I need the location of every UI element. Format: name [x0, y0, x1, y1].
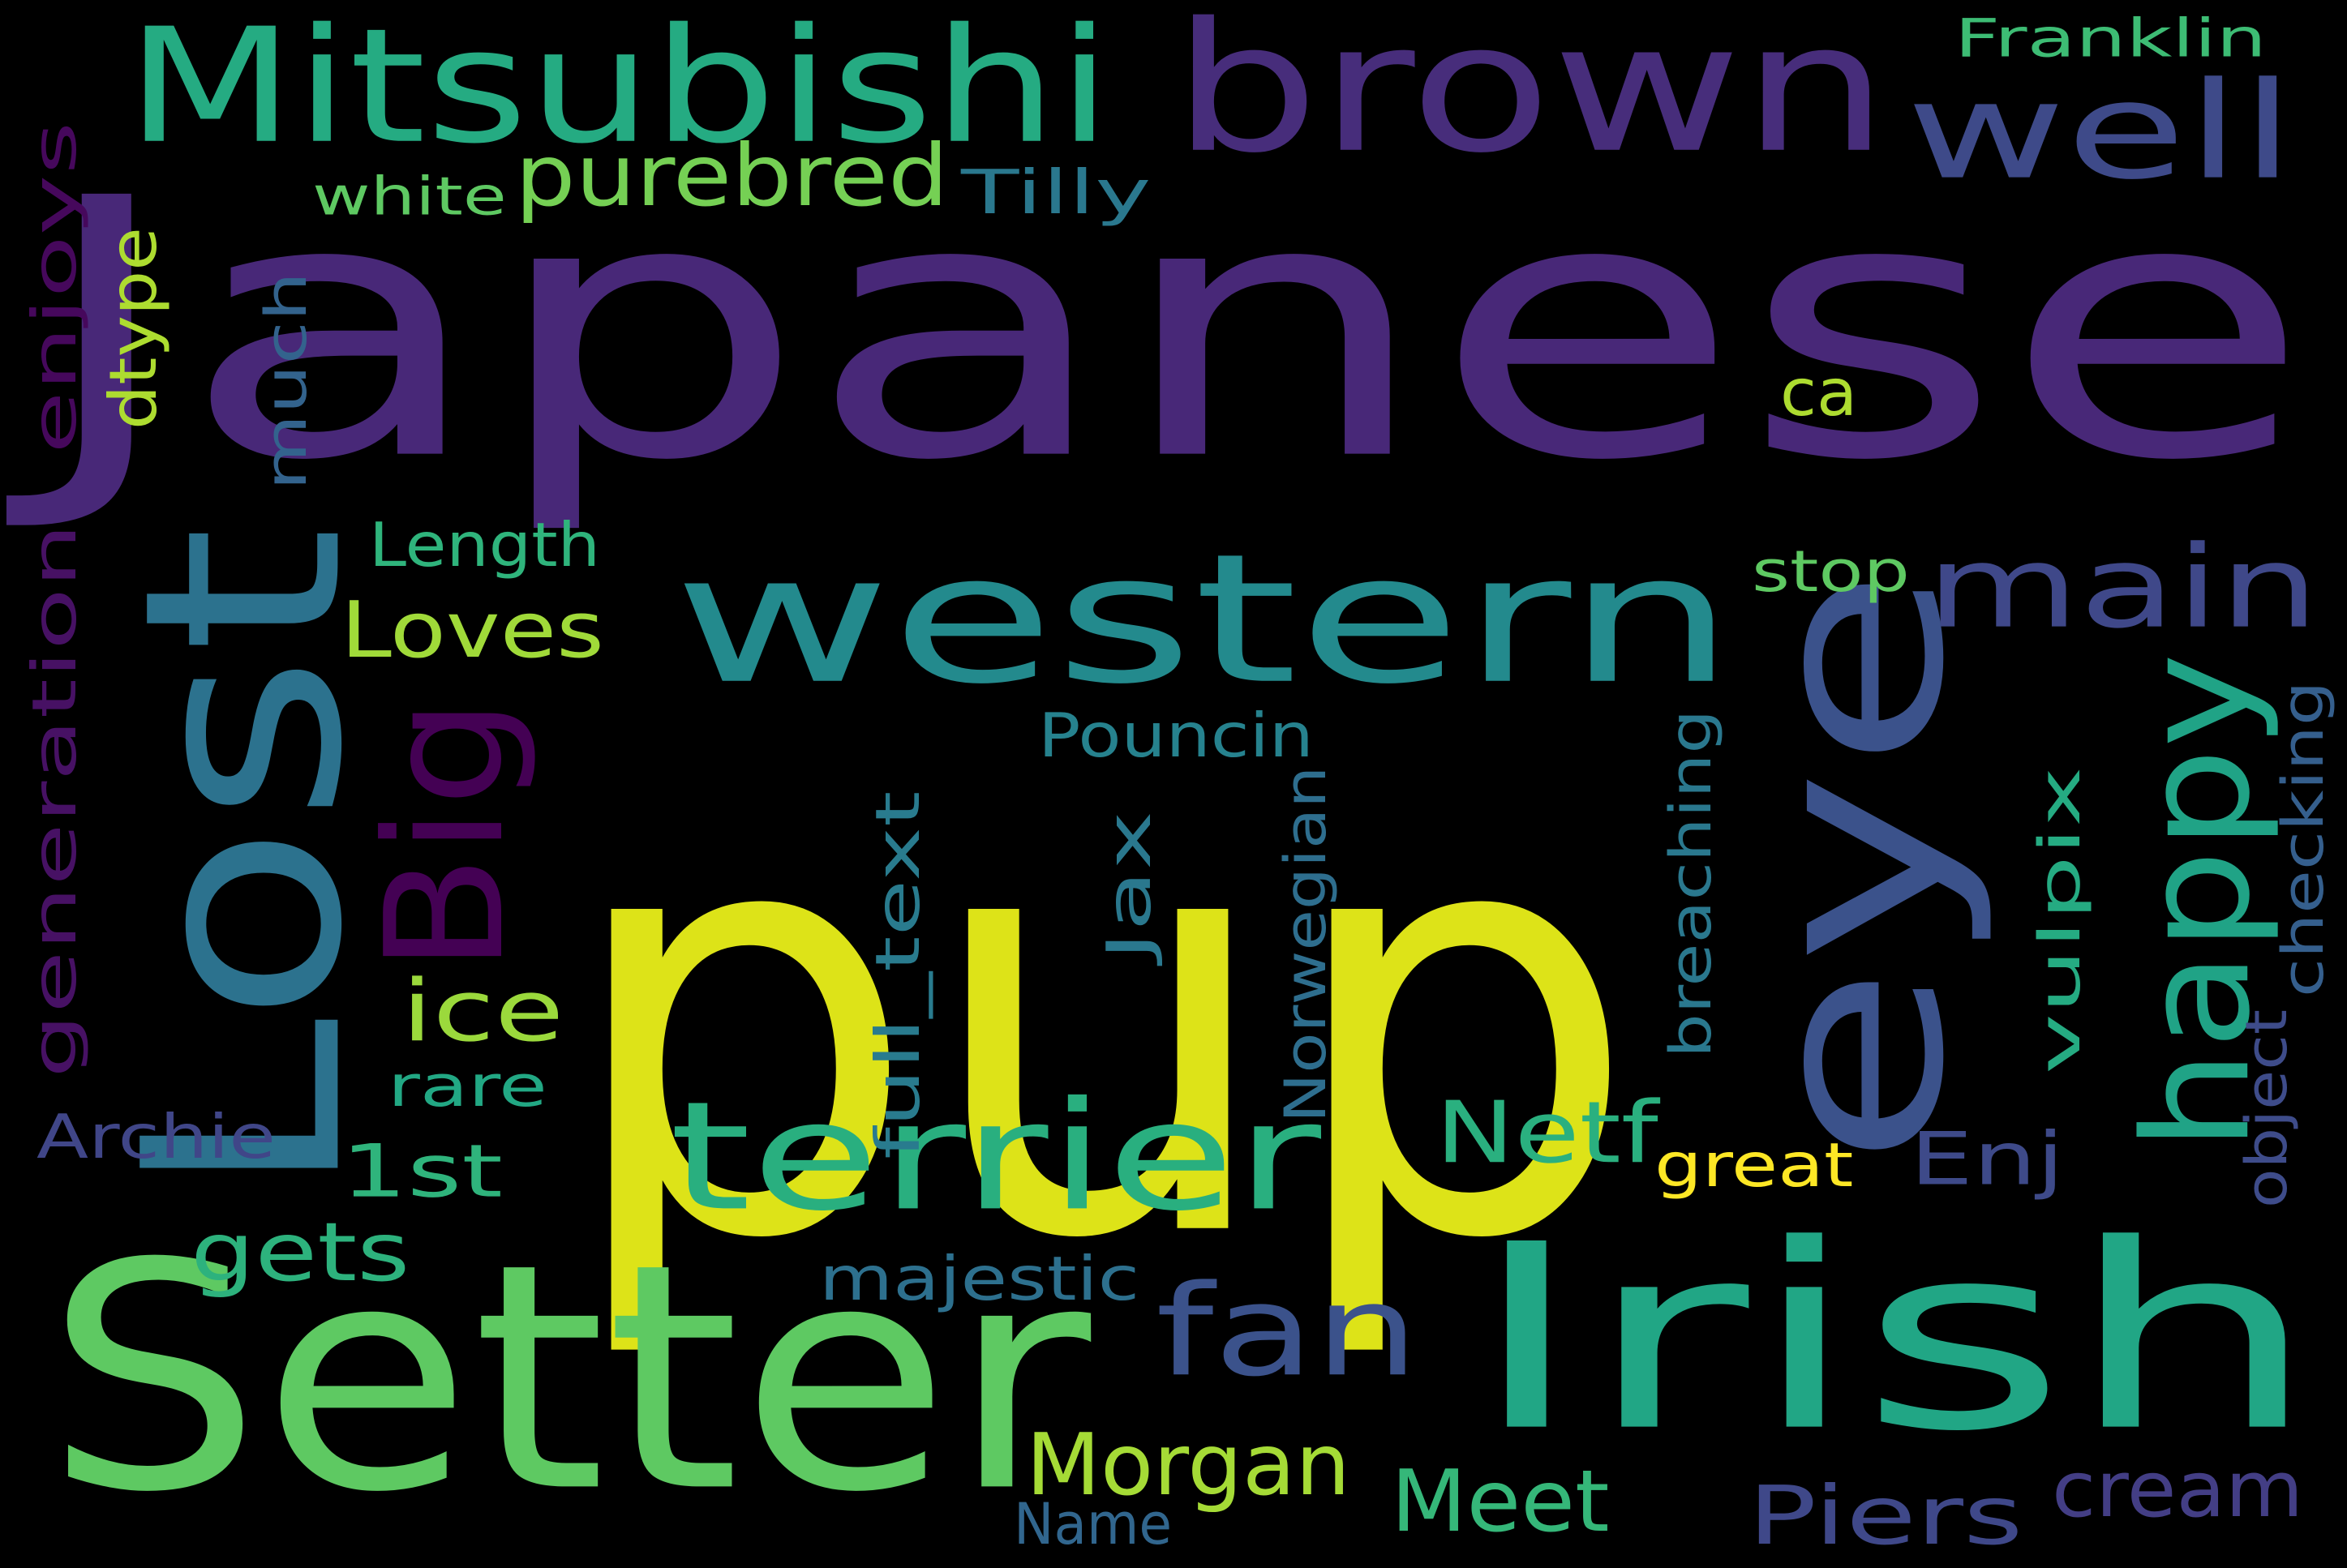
word-object: object — [2233, 1009, 2300, 1208]
word-western: western — [673, 515, 1736, 724]
word-white: white — [312, 165, 507, 228]
word-name: Name — [1014, 1490, 1173, 1557]
word-rare: rare — [388, 1052, 547, 1120]
word-ca: ca — [1780, 354, 1858, 431]
word-dtype: dtype — [95, 227, 172, 430]
word-fan: fan — [1156, 1257, 1419, 1405]
word-big: Big — [350, 697, 540, 973]
word-brown: brown — [1172, 0, 1890, 193]
word-gets: gets — [191, 1205, 410, 1300]
word-much: much — [252, 271, 320, 491]
word-pouncin: Pouncin — [1038, 700, 1314, 771]
word-enj: Enj — [1910, 1116, 2065, 1202]
word-purebred: purebred — [515, 126, 949, 226]
word-pup: pup — [560, 685, 1641, 1369]
word-vulpix: vulpix — [2026, 766, 2093, 1074]
word-franklin: Franklin — [1954, 7, 2267, 70]
word-checking: checking — [2269, 680, 2336, 997]
word-1st: 1st — [341, 1128, 503, 1215]
word-enjoys: enjoys — [19, 121, 90, 455]
word-main: main — [1926, 521, 2319, 654]
word-full-text: full_text — [862, 790, 933, 1159]
word-majestic: majestic — [819, 1243, 1140, 1314]
word-ice: ice — [401, 961, 564, 1061]
word-length: Length — [369, 509, 600, 581]
word-japanese: Japanese — [32, 122, 2312, 540]
word-norwegian: Norwegian — [1272, 765, 1339, 1123]
word-archie: Archie — [36, 1101, 276, 1172]
word-mitsubishi: Mitsubishi — [126, 0, 1112, 179]
word-breaching: breaching — [1657, 709, 1724, 1058]
word-tilly: Tilly — [961, 156, 1152, 228]
word-well: well — [1906, 53, 2295, 210]
word-generation: generation — [19, 523, 90, 1078]
word-setter: Setter — [45, 1196, 1092, 1562]
word-eye: eye — [1714, 567, 1998, 1167]
word-cream: cream — [2052, 1444, 2304, 1535]
word-jax: Jax — [1093, 811, 1165, 961]
word-terrier: terrier — [669, 1069, 1322, 1245]
word-piers: Piers — [1748, 1468, 2023, 1563]
word-great: great — [1654, 1129, 1854, 1201]
word-stop: stop — [1752, 538, 1910, 605]
word-netf: Netf — [1435, 1082, 1658, 1183]
word-meet: Meet — [1391, 1451, 1610, 1552]
word-irish: Irish — [1468, 1189, 2319, 1489]
word-loves: Loves — [341, 585, 604, 675]
word-morgan: Morgan — [1026, 1415, 1350, 1515]
